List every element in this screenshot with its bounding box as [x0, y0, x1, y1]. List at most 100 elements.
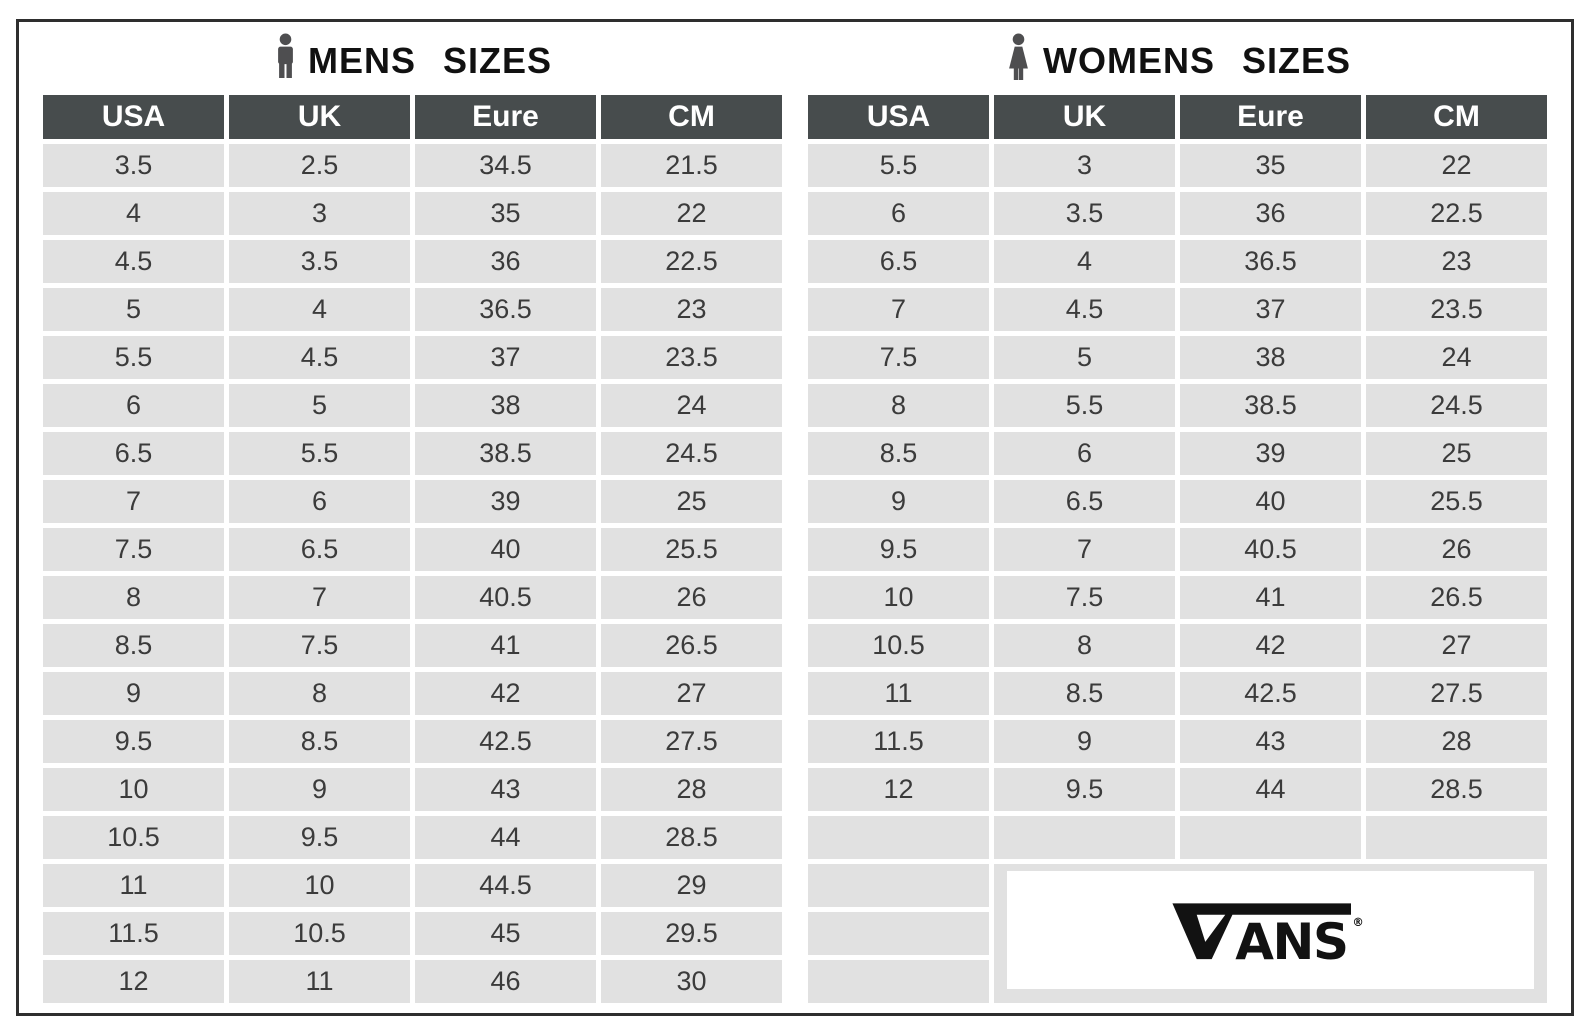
- size-cell: 28.5: [1366, 768, 1547, 811]
- empty-cell: [1366, 816, 1547, 859]
- size-cell: 6: [994, 432, 1175, 475]
- size-cell: 6.5: [229, 528, 410, 571]
- size-cell: 6: [808, 192, 989, 235]
- size-cell: 26: [1366, 528, 1547, 571]
- column-header-cm: CM: [601, 95, 782, 139]
- column-header-uk: UK: [229, 95, 410, 139]
- column-header-eure: Eure: [415, 95, 596, 139]
- size-cell: 23: [1366, 240, 1547, 283]
- size-cell: 44: [415, 816, 596, 859]
- size-cell: 5: [994, 336, 1175, 379]
- size-cell: 11: [43, 864, 224, 907]
- womens-size-table: USA UK Eure CM 5.5 3 35 22 6 3.5 36 22.5 6.5 4 36.…: [808, 95, 1547, 1003]
- size-cell: 9.5: [808, 528, 989, 571]
- size-cell: 4: [229, 288, 410, 331]
- size-cell: 24: [1366, 336, 1547, 379]
- size-cell: 7.5: [43, 528, 224, 571]
- size-cell: 39: [1180, 432, 1361, 475]
- size-cell: 7.5: [808, 336, 989, 379]
- size-cell: 6.5: [994, 480, 1175, 523]
- size-cell: 9: [808, 480, 989, 523]
- size-cell: 10.5: [808, 624, 989, 667]
- size-cell: 44.5: [415, 864, 596, 907]
- mens-section: MENS SIZES USA UK Eure CM 3.5 2.5 34.5 21.5…: [43, 26, 782, 1003]
- size-cell: 9: [994, 720, 1175, 763]
- size-cell: 34.5: [415, 144, 596, 187]
- size-cell: 35: [1180, 144, 1361, 187]
- size-cell: 8: [808, 384, 989, 427]
- size-cell: 23: [601, 288, 782, 331]
- size-cell: 27.5: [1366, 672, 1547, 715]
- size-cell: 40: [1180, 480, 1361, 523]
- size-cell: 5.5: [43, 336, 224, 379]
- vans-logo-box: ANS ®: [1007, 871, 1534, 989]
- empty-cell: [808, 960, 989, 1003]
- size-cell: 22.5: [601, 240, 782, 283]
- size-cell: 25.5: [1366, 480, 1547, 523]
- column-header-uk: UK: [994, 95, 1175, 139]
- size-cell: 29.5: [601, 912, 782, 955]
- size-cell: 7.5: [229, 624, 410, 667]
- column-header-cm: CM: [1366, 95, 1547, 139]
- mens-title: MENS SIZES: [307, 39, 553, 81]
- size-cell: 26.5: [601, 624, 782, 667]
- size-cell: 46: [415, 960, 596, 1003]
- woman-icon: [1009, 33, 1028, 80]
- vans-logo-letters: ANS: [1235, 913, 1347, 962]
- size-cell: 25: [601, 480, 782, 523]
- womens-table-footer: ANS ®: [808, 864, 1547, 1003]
- size-cell: 7: [808, 288, 989, 331]
- size-cell: 36: [1180, 192, 1361, 235]
- size-cell: 10: [808, 576, 989, 619]
- size-cell: 40: [415, 528, 596, 571]
- size-cell: 3.5: [43, 144, 224, 187]
- size-cell: 10.5: [43, 816, 224, 859]
- column-header-usa: USA: [43, 95, 224, 139]
- size-cell: 42: [415, 672, 596, 715]
- size-cell: 11.5: [43, 912, 224, 955]
- size-cell: 8: [229, 672, 410, 715]
- size-cell: 6: [43, 384, 224, 427]
- size-cell: 38: [1180, 336, 1361, 379]
- size-cell: 5.5: [808, 144, 989, 187]
- size-cell: 23.5: [1366, 288, 1547, 331]
- empty-cell: [808, 816, 989, 859]
- size-cell: 5.5: [229, 432, 410, 475]
- size-cell: 10: [43, 768, 224, 811]
- size-cell: 9.5: [43, 720, 224, 763]
- size-cell: 40.5: [1180, 528, 1361, 571]
- size-cell: 42.5: [415, 720, 596, 763]
- size-cell: 43: [415, 768, 596, 811]
- size-cell: 39: [415, 480, 596, 523]
- size-cell: 12: [808, 768, 989, 811]
- size-cell: 41: [1180, 576, 1361, 619]
- size-cell: 12: [43, 960, 224, 1003]
- registered-trademark-icon: ®: [1352, 915, 1363, 929]
- size-cell: 9.5: [994, 768, 1175, 811]
- womens-title-row: WOMENS SIZES: [808, 26, 1547, 95]
- size-cell: 8.5: [808, 432, 989, 475]
- size-cell: 44: [1180, 768, 1361, 811]
- size-cell: 22.5: [1366, 192, 1547, 235]
- size-cell: 35: [415, 192, 596, 235]
- size-cell: 2.5: [229, 144, 410, 187]
- size-cell: 37: [1180, 288, 1361, 331]
- size-cell: 43: [1180, 720, 1361, 763]
- size-cell: 11.5: [808, 720, 989, 763]
- size-cell: 8.5: [43, 624, 224, 667]
- empty-cell: [808, 912, 989, 955]
- size-cell: 8: [994, 624, 1175, 667]
- size-cell: 3: [994, 144, 1175, 187]
- man-icon: [278, 33, 293, 78]
- size-cell: 8.5: [229, 720, 410, 763]
- size-cell: 22: [1366, 144, 1547, 187]
- size-cell: 9.5: [229, 816, 410, 859]
- size-cell: 4.5: [229, 336, 410, 379]
- size-cell: 9: [229, 768, 410, 811]
- size-cell: 9: [43, 672, 224, 715]
- size-cell: 10: [229, 864, 410, 907]
- mens-size-table: USA UK Eure CM 3.5 2.5 34.5 21.5 4 3 35 22 4.5 3.…: [43, 95, 782, 1003]
- size-cell: 40.5: [415, 576, 596, 619]
- size-cell: 26: [601, 576, 782, 619]
- size-cell: 8.5: [994, 672, 1175, 715]
